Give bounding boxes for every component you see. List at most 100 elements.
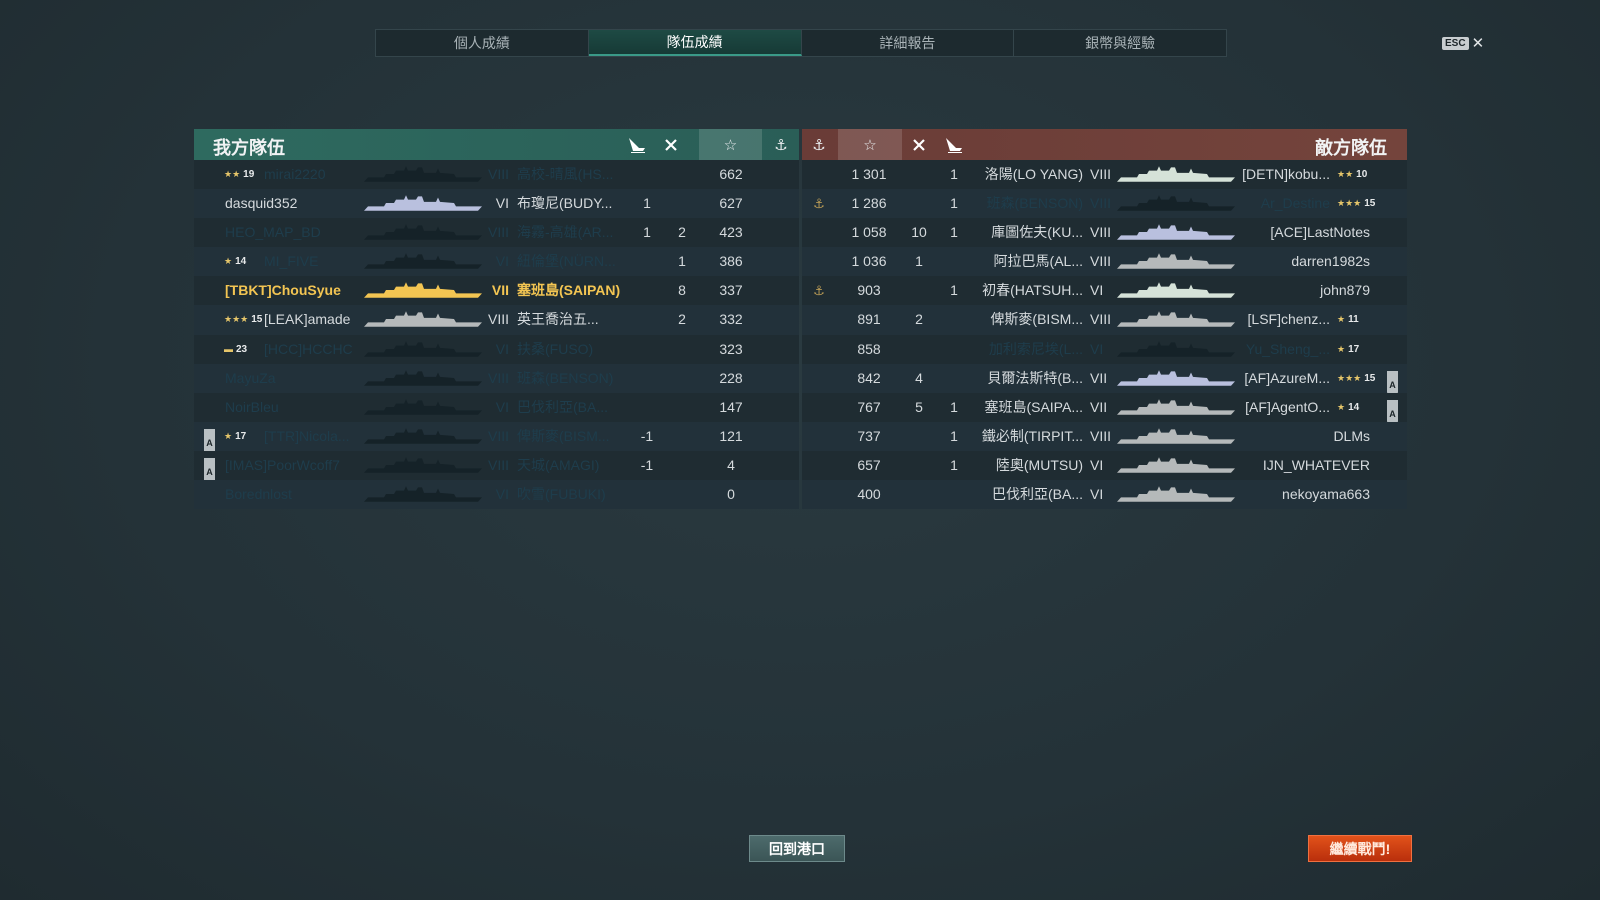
player-row[interactable]: A [IMAS]PoorWcoff7 VIII 天城(AMAGI) -1 4 (194, 450, 799, 487)
planes-destroyed (657, 160, 707, 189)
player-row[interactable]: 891 2 俾斯麥(BISM... VIII [LSF]chenz... ★ 11 (802, 305, 1407, 335)
planes-destroyed: 2 (915, 311, 923, 328)
player-name[interactable]: Yu_Sheng_... (1245, 340, 1330, 357)
ship-name: 班森(BENSON) (986, 195, 1083, 212)
rank-insignia: ★★ 19 (224, 160, 254, 189)
ship-tier: VI (1090, 486, 1104, 503)
player-row[interactable]: MayuZa VIII 班森(BENSON) 228 (194, 363, 799, 393)
plane-destroyed-icon[interactable] (656, 129, 686, 160)
anchor-icon[interactable]: ⚓ (812, 136, 826, 154)
ship-name: 初春(HATSUH... (982, 282, 1083, 299)
base-xp: 228 (719, 369, 743, 386)
player-name[interactable]: darren1982s (1291, 253, 1370, 270)
rank-stars-icon: ★★★ (224, 314, 249, 325)
player-row[interactable]: Borednlost VI 吹雪(FUBUKI) 0 (194, 480, 799, 510)
base-xp: 400 (857, 486, 881, 503)
tab-personal[interactable]: 個人成績 (376, 30, 589, 56)
player-row[interactable]: NoirBleu VI 巴伐利亞(BA... 147 (194, 392, 799, 422)
ship-name: 阿拉巴馬(AL... (993, 253, 1083, 270)
ship-tier: VIII (1090, 195, 1112, 212)
ship-name: 俾斯麥(BISM... (517, 427, 610, 444)
ship-name: 陸奧(MUTSU) (995, 456, 1083, 473)
star-icon[interactable]: ☆ (838, 129, 902, 160)
player-name[interactable]: NoirBleu (225, 398, 279, 415)
ship-sunk-icon[interactable] (939, 129, 969, 160)
player-row[interactable]: ▬ 23 [HCC]HCCHC VI 扶桑(FUSO) 323 (194, 334, 799, 364)
base-xp: 4 (727, 456, 735, 473)
player-name[interactable]: [AF]AzureM... (1244, 369, 1330, 386)
ship-silhouette-icon (1117, 193, 1235, 222)
ship-silhouette-icon (364, 280, 482, 309)
ship-silhouette-icon (1117, 222, 1235, 251)
ship-tier: VII (1090, 369, 1108, 386)
base-xp: 903 (857, 282, 881, 299)
player-row[interactable]: 737 1 鐵必制(TIRPIT... VIII DLMs (802, 421, 1407, 451)
player-row[interactable]: ★ 14 MI_FIVE VI 紐倫堡(NÜRN... 1 386 (194, 247, 799, 277)
enemy-team-panel: 敵方隊伍 ⚓ ☆ 1 301 1 洛陽(LO YANG) VIII [DETN]kobu… (802, 129, 1407, 510)
ally-rows: ★★ 19 mirai2220 VIII 高校-晴風(HS... 662 dasquid35… (194, 160, 799, 510)
plane-destroyed-icon[interactable] (904, 129, 934, 160)
player-row[interactable]: 1 036 1 阿拉巴馬(AL... VIII darren1982s (802, 247, 1407, 277)
rank-insignia: ★★★ 15 (1337, 189, 1375, 218)
enemy-rows: 1 301 1 洛陽(LO YANG) VIII [DETN]kobu... ★★ 10 ⚓ 1… (802, 160, 1407, 510)
division-badge-icon: A (204, 428, 215, 458)
tab-detailed-report[interactable]: 詳細報告 (802, 30, 1015, 56)
close-button[interactable]: ESC ✕ (1442, 34, 1484, 52)
player-name[interactable]: [TBKT]ChouSyue (225, 282, 341, 299)
player-name[interactable]: john879 (1320, 282, 1370, 299)
ally-header: 我方隊伍 ☆ ⚓ (194, 129, 799, 160)
anchor-icon[interactable]: ⚓ (774, 136, 788, 154)
player-name[interactable]: [DETN]kobu... (1242, 166, 1330, 182)
player-name[interactable]: [AF]AgentO... (1245, 398, 1330, 415)
ship-tier: VIII (487, 456, 509, 473)
ship-silhouette-icon (364, 251, 482, 280)
player-row[interactable]: 1 301 1 洛陽(LO YANG) VIII [DETN]kobu... ★★ 10 (802, 160, 1407, 190)
rank-level: 14 (235, 256, 247, 268)
player-name[interactable]: [ACE]LastNotes (1270, 224, 1370, 241)
player-name[interactable]: DLMs (1333, 427, 1370, 444)
base-xp: 147 (719, 398, 743, 415)
player-row[interactable]: ⚓ 1 286 1 班森(BENSON) VIII Ar_Destine ★★★ 15 (802, 189, 1407, 219)
player-name[interactable]: [LSF]chenz... (1247, 311, 1330, 328)
ship-name: 塞班島(SAIPA... (984, 398, 1083, 415)
player-name[interactable]: [LEAK]amade (264, 311, 351, 328)
base-xp: 627 (719, 195, 743, 212)
return-to-port-button[interactable]: 回到港口 (749, 835, 845, 862)
tab-credits-xp[interactable]: 銀幣與經驗 (1085, 35, 1156, 51)
player-row[interactable]: A ★ 17 [TTR]Nicola... VIII 俾斯麥(BISM... -1 121 (194, 421, 799, 458)
player-row[interactable]: ★★★ 15 [LEAK]amade VIII 英王喬治五... 2 332 (194, 305, 799, 335)
player-row[interactable]: 400 巴伐利亞(BA... VI nekoyama663 (802, 480, 1407, 510)
player-name[interactable]: nekoyama663 (1282, 486, 1370, 503)
player-name[interactable]: [HCC]HCCHC (264, 340, 353, 357)
player-row[interactable]: ⚓ 903 1 初春(HATSUH... VI john879 (802, 276, 1407, 306)
player-row[interactable]: dasquid352 VI 布瓊尼(BUDY... 1 627 (194, 189, 799, 219)
player-row[interactable]: 858 加利索尼埃(L... VI Yu_Sheng_... ★ 17 (802, 334, 1407, 364)
ship-tier: VIII (1090, 427, 1112, 444)
ship-name: 俾斯麥(BISM... (990, 311, 1083, 328)
player-name[interactable]: [IMAS]PoorWcoff7 (225, 456, 340, 473)
base-xp: 767 (857, 398, 881, 415)
tab-team[interactable]: 隊伍成績 (588, 30, 802, 56)
star-icon[interactable]: ☆ (699, 129, 762, 160)
player-row[interactable]: [TBKT]ChouSyue VII 塞班島(SAIPAN) 8 337 (194, 276, 799, 306)
player-row[interactable]: ★★ 19 mirai2220 VIII 高校-晴風(HS... 662 (194, 160, 799, 190)
player-row[interactable]: 657 1 陸奧(MUTSU) VI IJN_WHATEVER (802, 450, 1407, 481)
player-row[interactable]: 1 058 10 1 庫圖佐夫(KU... VIII [ACE]LastNotes (802, 218, 1407, 248)
player-name[interactable]: MayuZa (225, 369, 276, 386)
player-name[interactable]: mirai2220 (264, 166, 326, 182)
rank-level: 10 (1356, 169, 1368, 180)
ship-sunk-icon[interactable] (622, 129, 652, 160)
planes-destroyed (657, 335, 707, 364)
continue-battle-button[interactable]: 繼續戰鬥! (1308, 835, 1412, 862)
player-name[interactable]: MI_FIVE (264, 253, 319, 270)
player-name[interactable]: Borednlost (225, 486, 292, 503)
player-row[interactable]: 767 5 1 塞班島(SAIPA... VII [AF]AgentO... ★ 14 A (802, 392, 1407, 429)
player-name[interactable]: dasquid352 (225, 195, 298, 212)
player-name[interactable]: HEO_MAP_BD (225, 224, 321, 241)
player-name[interactable]: Ar_Destine (1260, 195, 1330, 212)
player-name[interactable]: [TTR]Nicola... (264, 427, 350, 444)
player-row[interactable]: HEO_MAP_BD VIII 海霧-高雄(AR... 1 2 423 (194, 218, 799, 248)
ship-name: 塞班島(SAIPAN) (517, 282, 621, 299)
player-row[interactable]: 842 4 貝爾法斯特(B... VII [AF]AzureM... ★★★ 15 A (802, 363, 1407, 400)
player-name[interactable]: IJN_WHATEVER (1262, 456, 1370, 473)
